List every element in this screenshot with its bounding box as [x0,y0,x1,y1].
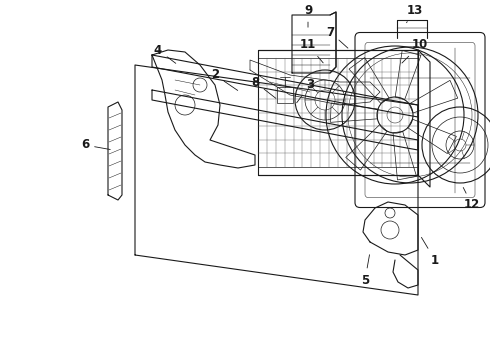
Text: 2: 2 [211,68,238,90]
Text: 6: 6 [81,139,110,152]
Text: 11: 11 [300,39,323,63]
Text: 5: 5 [361,255,369,287]
Text: 9: 9 [304,4,312,27]
Text: 8: 8 [251,76,276,98]
Text: 7: 7 [326,26,348,48]
Text: 4: 4 [154,44,176,63]
Bar [277,87,293,103]
Text: 12: 12 [463,188,480,211]
Text: 1: 1 [421,237,439,266]
Text: 10: 10 [402,39,428,63]
Text: 3: 3 [296,78,314,103]
Text: 13: 13 [407,4,423,23]
